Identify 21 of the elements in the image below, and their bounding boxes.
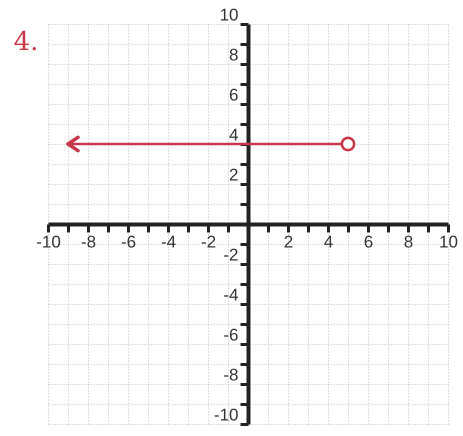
x-tick-label: -8 xyxy=(80,232,96,252)
x-tick-label: -4 xyxy=(160,232,176,252)
x-tick-label: 8 xyxy=(404,232,414,252)
x-tick-label: -10 xyxy=(36,232,61,252)
y-tick-label: 6 xyxy=(229,86,238,104)
y-tick-label: -6 xyxy=(223,326,238,344)
y-tick-label: 4 xyxy=(229,126,238,144)
x-tick-label: 6 xyxy=(364,232,374,252)
y-tick-label: -8 xyxy=(223,366,238,384)
y-tick-label: 10 xyxy=(220,6,238,24)
x-tick-label: 4 xyxy=(324,232,334,252)
x-tick-label: -2 xyxy=(200,232,216,252)
y-tick-label: 2 xyxy=(229,166,238,184)
y-tick-label: -2 xyxy=(223,246,238,264)
x-tick-label: 10 xyxy=(439,232,458,252)
text: 4. xyxy=(14,27,38,57)
y-tick-label: -10 xyxy=(214,406,238,424)
y-tick-label: -4 xyxy=(223,286,238,304)
x-tick-label: 2 xyxy=(284,232,294,252)
y-tick-label: 8 xyxy=(229,46,238,64)
x-tick-label: -6 xyxy=(120,232,136,252)
